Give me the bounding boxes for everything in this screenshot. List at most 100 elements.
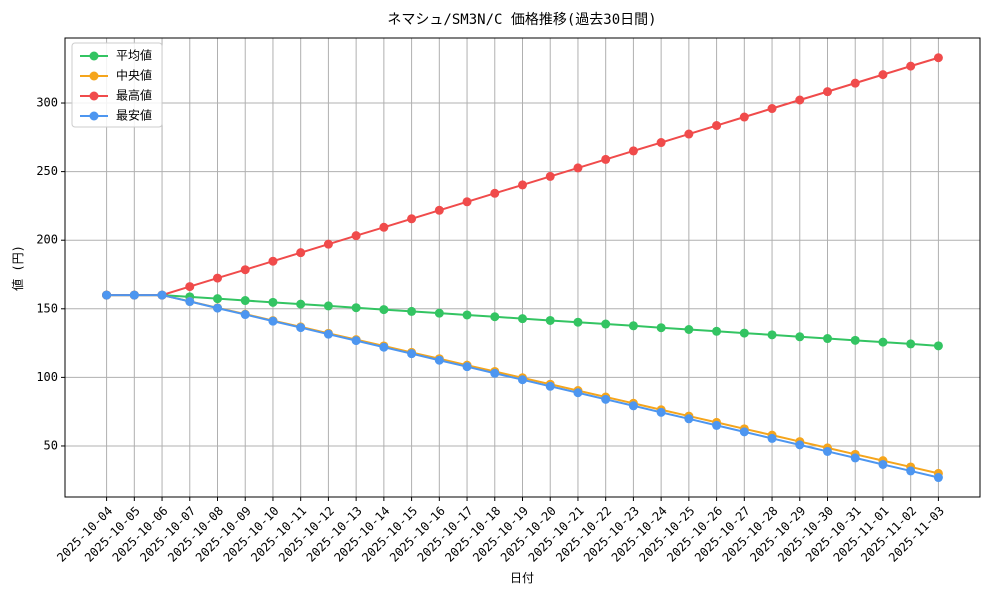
legend-marker [89, 71, 99, 81]
data-point [878, 70, 888, 80]
data-point [462, 362, 472, 372]
data-point [407, 306, 417, 316]
data-point [712, 420, 722, 430]
data-point [795, 332, 805, 342]
data-point [268, 256, 278, 266]
data-point [129, 290, 139, 300]
data-point [739, 328, 749, 338]
data-point [518, 180, 527, 190]
data-point [545, 381, 555, 391]
data-point [739, 112, 749, 122]
legend-marker [89, 111, 99, 121]
data-point [906, 466, 916, 476]
data-point [878, 459, 888, 469]
data-point [906, 339, 916, 349]
data-point [684, 129, 694, 139]
data-point [656, 138, 666, 148]
data-point [296, 299, 306, 309]
legend-label: 最高値 [116, 88, 152, 103]
data-point [351, 336, 361, 346]
data-point [795, 95, 805, 105]
data-point [323, 301, 333, 311]
data-point [601, 394, 611, 404]
legend-marker [89, 91, 99, 101]
plot-frame [64, 37, 981, 498]
data-point [407, 349, 417, 359]
data-point [712, 121, 722, 131]
data-point [545, 171, 555, 181]
data-point [933, 341, 943, 351]
data-point [434, 308, 444, 318]
y-tick-label: 250 [36, 164, 58, 178]
data-point [323, 239, 333, 249]
data-point [518, 314, 527, 324]
data-point [628, 401, 638, 411]
data-point [323, 329, 333, 339]
data-point [185, 297, 195, 307]
data-point [933, 53, 943, 63]
y-tick-label: 150 [36, 301, 58, 315]
data-point [490, 312, 500, 322]
data-point [518, 375, 527, 385]
data-point [490, 368, 500, 378]
data-point [712, 326, 722, 336]
data-point [823, 334, 832, 344]
data-point [767, 330, 777, 340]
data-point [296, 323, 306, 333]
data-point [379, 342, 389, 352]
data-point [407, 214, 417, 224]
data-point [656, 323, 666, 333]
data-point [933, 473, 943, 483]
legend-label: 中央値 [116, 68, 152, 83]
data-point [767, 433, 777, 443]
data-point [379, 222, 389, 232]
data-point [351, 231, 361, 241]
data-point [628, 146, 638, 156]
data-point [628, 321, 638, 331]
data-point [240, 265, 250, 275]
data-point [351, 303, 361, 313]
data-point [434, 205, 444, 215]
data-point [573, 163, 583, 173]
data-point [213, 294, 222, 304]
data-point [906, 61, 916, 71]
data-point [268, 297, 278, 307]
data-point [850, 78, 860, 88]
data-point [240, 296, 250, 306]
data-point [434, 355, 444, 365]
data-point [573, 317, 583, 327]
x-axis-label: 日付 [510, 571, 534, 585]
data-point [545, 315, 555, 325]
data-point [823, 446, 832, 456]
chart-title: ネマシュ/SM3N/C 価格推移(過去30日間) [387, 12, 656, 28]
data-point [601, 319, 611, 329]
data-point [739, 427, 749, 437]
y-axis-label: 値 (円) [10, 245, 25, 291]
data-point [296, 248, 306, 258]
data-point [850, 335, 860, 345]
data-point [462, 197, 472, 207]
data-point [767, 104, 777, 114]
y-tick-label: 200 [36, 233, 58, 247]
data-point [656, 407, 666, 417]
data-point [213, 303, 222, 313]
legend-label: 最安値 [116, 108, 152, 123]
y-tick-label: 300 [36, 96, 58, 110]
legend-box [71, 42, 163, 128]
data-point [795, 440, 805, 450]
data-point [213, 273, 222, 283]
data-point [490, 188, 500, 198]
data-point [102, 290, 112, 300]
data-point [268, 316, 278, 326]
data-point [462, 310, 472, 320]
data-point [185, 282, 195, 292]
data-point [850, 453, 860, 463]
legend-label: 平均値 [116, 48, 152, 63]
data-point [601, 154, 611, 164]
data-point [379, 305, 389, 315]
y-tick-label: 50 [44, 438, 58, 452]
data-point [157, 290, 167, 300]
